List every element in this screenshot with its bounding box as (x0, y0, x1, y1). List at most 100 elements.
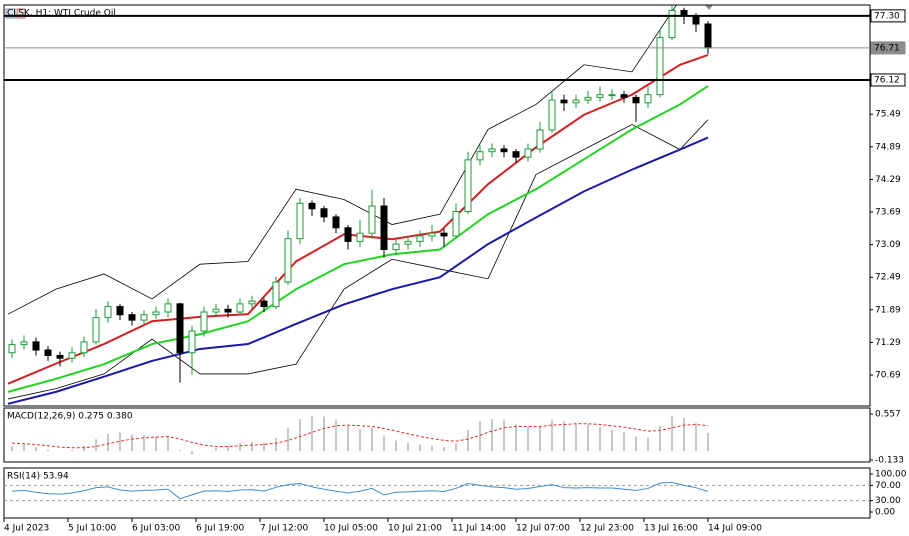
candle-body (80, 341, 88, 354)
candle-body (500, 148, 508, 153)
indicator-line (7, 5, 677, 315)
x-tick-label: 6 Jul 03:00 (132, 524, 181, 534)
y-tick-label: 74.89 (875, 142, 901, 152)
candle-body (644, 94, 652, 104)
x-tick-label: 12 Jul 07:00 (516, 524, 570, 534)
price-level-label: 76.71 (874, 43, 900, 53)
candle-body (284, 238, 292, 283)
candle-body (248, 300, 256, 305)
price-level-label: 76.12 (874, 75, 900, 85)
price-level-tag (870, 41, 906, 55)
plot-area (7, 5, 712, 405)
price-level-label: 77.30 (874, 11, 900, 21)
candle-body (44, 349, 52, 356)
y-tick-label: -0.133 (875, 456, 904, 466)
candle-body (692, 15, 700, 25)
x-tick-label: 4 Jul 2023 (4, 524, 49, 534)
indicator-line (7, 54, 709, 385)
candle-body (20, 341, 28, 346)
y-tick-label: 30.00 (875, 496, 901, 506)
panel-title: MACD(12,26,9) 0.275 0.380 (7, 412, 133, 422)
candle-body (488, 148, 496, 153)
indicator-line (7, 119, 709, 400)
candle-body (332, 216, 340, 229)
indicator-line (7, 136, 709, 405)
y-tick-label: 73.09 (875, 240, 901, 250)
x-tick-label: 11 Jul 14:00 (452, 524, 506, 534)
candle-body (620, 94, 628, 98)
candle-body (452, 210, 460, 237)
candle-body (56, 354, 64, 359)
y-tick-label: 70.00 (875, 481, 901, 491)
candle-body (596, 94, 604, 98)
candle-body (536, 129, 544, 150)
candle-body (668, 9, 676, 39)
x-tick-label: 14 Jul 09:00 (708, 524, 762, 534)
panel-frame (3, 4, 871, 407)
y-tick-label: 71.89 (875, 305, 901, 315)
candle-body (380, 205, 388, 251)
candle-body (152, 311, 160, 316)
candle-body (704, 23, 712, 49)
y-tick-label: 72.49 (875, 273, 901, 283)
candle-body (176, 303, 184, 354)
x-tick-label: 12 Jul 23:00 (580, 524, 634, 534)
y-tick-label: 0.557 (875, 410, 901, 420)
y-tick-label: 70.69 (875, 371, 901, 381)
candle-body (428, 232, 436, 237)
candle-body (632, 96, 640, 104)
panel-frame (3, 407, 871, 463)
candle-body (116, 306, 124, 316)
candle-body (236, 303, 244, 313)
y-tick-label: 100.00 (875, 470, 907, 480)
candle-body (8, 344, 16, 354)
candle-body (224, 308, 232, 313)
candle-body (368, 205, 376, 234)
x-tick-label: 6 Jul 19:00 (196, 524, 245, 534)
candle-body (608, 94, 616, 97)
indicator-line (7, 85, 709, 393)
candle-body (524, 148, 532, 158)
candle-body (140, 314, 148, 321)
candle-body (344, 227, 352, 242)
candle-body (392, 243, 400, 251)
x-tick-label: 5 Jul 10:00 (68, 524, 117, 534)
candle-body (356, 232, 364, 242)
price-level-tag (870, 9, 906, 23)
x-tick-label: 7 Jul 12:00 (260, 524, 309, 534)
candle-body (212, 308, 220, 313)
candle-body (188, 330, 196, 354)
candle-body (104, 306, 112, 318)
candle-body (68, 352, 76, 359)
price-level-tag (870, 73, 906, 87)
x-tick-label: 13 Jul 16:00 (644, 524, 698, 534)
y-tick-label: 0.00 (875, 507, 895, 517)
y-tick-label: 74.29 (875, 175, 901, 185)
candle-body (164, 303, 172, 313)
candle-body (584, 96, 592, 101)
candle-body (296, 202, 304, 240)
candle-body (464, 159, 472, 212)
candle-body (320, 208, 328, 218)
candle-body (560, 99, 568, 104)
candle-body (404, 240, 412, 245)
candle-body (308, 202, 316, 210)
rsi-line (11, 481, 709, 500)
shift-marker (705, 5, 713, 10)
x-tick-label: 10 Jul 05:00 (324, 524, 378, 534)
toolbar-icons (5, 8, 26, 19)
candle-body (440, 232, 448, 237)
candle-body (512, 151, 520, 158)
panel-frame (3, 467, 871, 519)
candle-body (272, 281, 280, 308)
macd-signal (11, 423, 709, 449)
y-tick-label: 73.69 (875, 208, 901, 218)
candle-body (548, 99, 556, 131)
candle-body (416, 235, 424, 242)
candle-body (656, 37, 664, 96)
panel-title: RSI(14) 53.94 (7, 472, 69, 482)
candle-body (32, 341, 40, 351)
y-tick-label: 71.29 (875, 338, 901, 348)
candle-body (572, 99, 580, 104)
